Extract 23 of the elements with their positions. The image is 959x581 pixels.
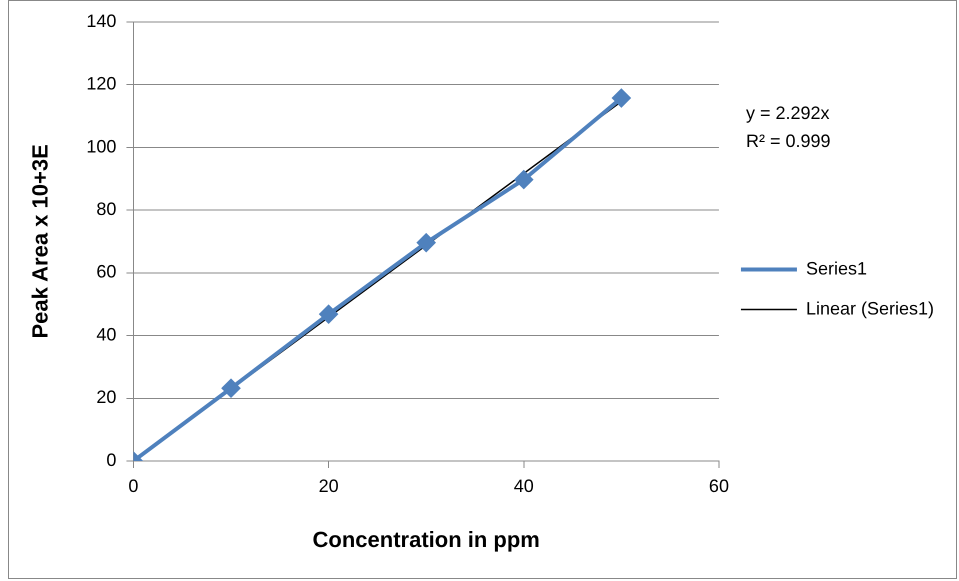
- legend-label: Linear (Series1): [806, 298, 934, 318]
- text: y = 2.292x: [746, 102, 830, 123]
- point: [222, 379, 240, 398]
- y-tick-label: 120: [86, 74, 116, 94]
- point: [417, 234, 436, 252]
- point: [612, 89, 630, 108]
- point: [320, 305, 338, 324]
- x-tick-label: 0: [128, 476, 138, 496]
- y-tick-label: 80: [96, 198, 116, 219]
- x-tick-label: 40: [514, 476, 534, 496]
- y-tick-label: 140: [86, 10, 116, 31]
- y-tick-label: 60: [96, 262, 116, 282]
- y-axis-title: Peak Area x 10+3E: [27, 144, 52, 339]
- y-tick-label: 20: [96, 387, 116, 408]
- y-tick-label: 0: [106, 450, 116, 470]
- legend-label: Series1: [806, 258, 867, 278]
- x-axis-title: Concentration in ppm: [312, 526, 540, 552]
- x-tick-label: 60: [708, 476, 729, 496]
- text: R² = 0.999: [746, 130, 831, 151]
- x-tick-label: 20: [318, 476, 339, 496]
- y-tick-label: 100: [86, 136, 116, 156]
- y-tick-label: 40: [96, 324, 116, 344]
- point: [514, 170, 533, 189]
